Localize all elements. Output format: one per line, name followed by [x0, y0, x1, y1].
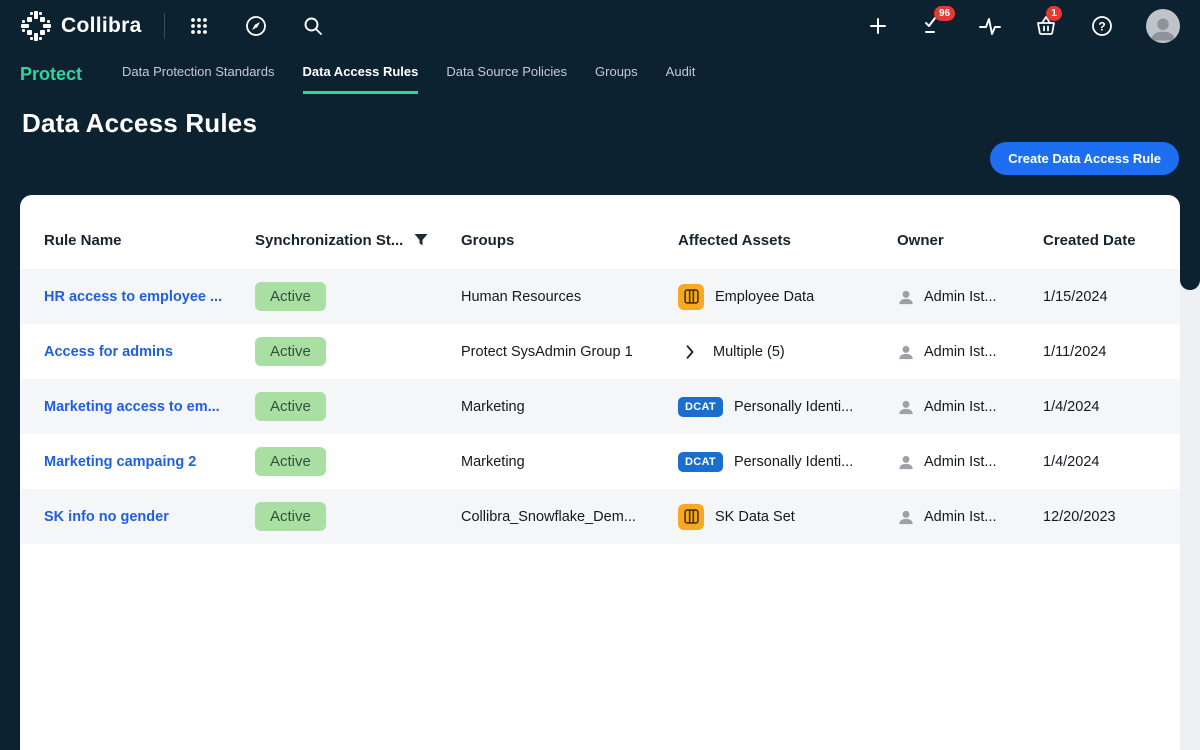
topbar-divider — [164, 13, 165, 39]
scrollbar-track[interactable] — [1180, 195, 1200, 750]
search-icon[interactable] — [301, 14, 325, 38]
brand-name: Collibra — [61, 14, 142, 38]
create-data-access-rule-button[interactable]: Create Data Access Rule — [990, 142, 1179, 175]
protect-subnav: Protect Data Protection Standards Data A… — [0, 52, 1200, 94]
table-asset-icon — [678, 284, 704, 310]
scrollbar-thumb[interactable] — [1180, 195, 1200, 290]
created-date: 1/11/2024 — [1043, 344, 1156, 360]
owner-person-icon — [897, 288, 915, 306]
filter-funnel-icon[interactable] — [413, 232, 429, 248]
top-navigation-bar: Collibra — [0, 0, 1200, 52]
created-date: 1/15/2024 — [1043, 289, 1156, 305]
table-asset-icon — [678, 504, 704, 530]
app-title-protect[interactable]: Protect — [20, 64, 82, 94]
asset-label: SK Data Set — [715, 509, 795, 525]
rule-name-link[interactable]: SK info no gender — [44, 509, 255, 525]
help-icon[interactable]: ? — [1090, 14, 1114, 38]
rule-name-link[interactable]: Marketing access to em... — [44, 399, 255, 415]
column-header-created-date[interactable]: Created Date — [1043, 232, 1156, 249]
tab-data-access-rules[interactable]: Data Access Rules — [303, 64, 419, 94]
groups-cell: Collibra_Snowflake_Dem... — [461, 509, 678, 525]
table-row[interactable]: SK info no gender Active Collibra_Snowfl… — [20, 489, 1180, 544]
column-header-groups[interactable]: Groups — [461, 232, 678, 249]
column-header-owner[interactable]: Owner — [897, 232, 1043, 249]
basket-count-badge: 1 — [1046, 6, 1062, 21]
groups-cell: Protect SysAdmin Group 1 — [461, 344, 678, 360]
status-badge: Active — [255, 282, 326, 311]
dcat-badge: DCAT — [678, 397, 723, 417]
table-row[interactable]: Marketing campaing 2 Active Marketing DC… — [20, 434, 1180, 489]
status-badge: Active — [255, 502, 326, 531]
data-access-rules-table-card: Rule Name Synchronization St... Groups A… — [20, 195, 1180, 750]
rule-name-link[interactable]: Marketing campaing 2 — [44, 454, 255, 470]
table-row[interactable]: HR access to employee ... Active Human R… — [20, 269, 1180, 324]
column-header-rule-name[interactable]: Rule Name — [44, 232, 255, 249]
table-header-row: Rule Name Synchronization St... Groups A… — [20, 195, 1180, 269]
status-badge: Active — [255, 392, 326, 421]
page-title: Data Access Rules — [0, 94, 1200, 139]
created-date: 12/20/2023 — [1043, 509, 1156, 525]
svg-text:?: ? — [1098, 20, 1105, 34]
tab-data-protection-standards[interactable]: Data Protection Standards — [122, 64, 274, 94]
chevron-expand-icon[interactable] — [678, 340, 702, 364]
owner-name: Admin Ist... — [924, 509, 997, 525]
create-plus-icon[interactable] — [866, 14, 890, 38]
asset-label: Employee Data — [715, 289, 814, 305]
dcat-badge: DCAT — [678, 452, 723, 472]
status-badge: Active — [255, 337, 326, 366]
groups-cell: Human Resources — [461, 289, 678, 305]
status-badge: Active — [255, 447, 326, 476]
collibra-logo-icon — [20, 10, 52, 42]
created-date: 1/4/2024 — [1043, 399, 1156, 415]
asset-label: Personally Identi... — [734, 454, 853, 470]
asset-label: Personally Identi... — [734, 399, 853, 415]
table-row[interactable]: Access for admins Active Protect SysAdmi… — [20, 324, 1180, 379]
groups-cell: Marketing — [461, 399, 678, 415]
owner-name: Admin Ist... — [924, 289, 997, 305]
user-avatar[interactable] — [1146, 9, 1180, 43]
apps-grid-icon[interactable] — [187, 14, 211, 38]
tab-data-source-policies[interactable]: Data Source Policies — [446, 64, 567, 94]
rule-name-link[interactable]: HR access to employee ... — [44, 289, 255, 305]
column-header-sync-status[interactable]: Synchronization St... — [255, 232, 461, 249]
owner-person-icon — [897, 398, 915, 416]
owner-person-icon — [897, 508, 915, 526]
owner-name: Admin Ist... — [924, 344, 997, 360]
column-header-affected-assets[interactable]: Affected Assets — [678, 232, 897, 249]
groups-cell: Marketing — [461, 454, 678, 470]
created-date: 1/4/2024 — [1043, 454, 1156, 470]
rule-name-link[interactable]: Access for admins — [44, 344, 255, 360]
table-row[interactable]: Marketing access to em... Active Marketi… — [20, 379, 1180, 434]
tasks-count-badge: 96 — [934, 6, 955, 21]
owner-name: Admin Ist... — [924, 399, 997, 415]
owner-name: Admin Ist... — [924, 454, 997, 470]
compass-browse-icon[interactable] — [244, 14, 268, 38]
collibra-brand[interactable]: Collibra — [20, 10, 142, 42]
activity-pulse-icon[interactable] — [978, 14, 1002, 38]
basket-icon[interactable]: 1 — [1034, 14, 1058, 38]
asset-label: Multiple (5) — [713, 344, 785, 360]
owner-person-icon — [897, 453, 915, 471]
tab-audit[interactable]: Audit — [666, 64, 696, 94]
owner-person-icon — [897, 343, 915, 361]
tasks-icon[interactable]: 96 — [922, 14, 946, 38]
tab-groups[interactable]: Groups — [595, 64, 638, 94]
